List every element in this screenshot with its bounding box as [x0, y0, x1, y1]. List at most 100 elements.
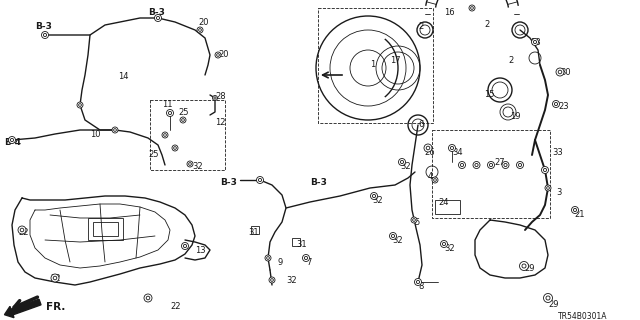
Circle shape	[554, 102, 557, 106]
Text: 9: 9	[278, 258, 284, 267]
Circle shape	[451, 147, 454, 149]
Bar	[150, 100, 225, 170]
Circle shape	[144, 294, 152, 302]
Text: 3: 3	[556, 188, 561, 197]
Text: 27: 27	[494, 158, 504, 167]
Text: 4: 4	[428, 172, 433, 181]
Text: 16: 16	[444, 8, 454, 17]
Text: B-4: B-4	[4, 138, 21, 147]
Text: 7: 7	[306, 258, 312, 267]
Circle shape	[146, 296, 150, 300]
Text: 21: 21	[574, 210, 584, 219]
Circle shape	[440, 241, 447, 247]
Bar	[435, 200, 460, 214]
Circle shape	[458, 162, 465, 169]
Text: B-3: B-3	[220, 178, 237, 187]
Text: 12: 12	[215, 118, 225, 127]
Text: 2: 2	[484, 20, 489, 29]
Text: 13: 13	[195, 246, 205, 255]
Circle shape	[156, 16, 159, 20]
Circle shape	[189, 163, 191, 165]
Circle shape	[168, 111, 172, 115]
Circle shape	[424, 144, 432, 152]
Text: 20: 20	[218, 50, 228, 59]
Text: 8: 8	[418, 282, 424, 291]
Text: 18: 18	[530, 38, 541, 47]
Circle shape	[545, 185, 551, 191]
Circle shape	[488, 162, 495, 169]
Text: 5: 5	[414, 218, 419, 227]
Text: 31: 31	[296, 240, 307, 249]
Circle shape	[184, 244, 187, 248]
Text: 23: 23	[558, 102, 568, 111]
Circle shape	[543, 168, 547, 172]
Circle shape	[265, 255, 271, 261]
Circle shape	[543, 293, 552, 302]
Circle shape	[475, 164, 478, 167]
Text: 31: 31	[248, 228, 259, 237]
Bar	[251, 226, 259, 234]
Circle shape	[372, 195, 376, 197]
Circle shape	[154, 14, 161, 21]
Circle shape	[426, 146, 430, 150]
Circle shape	[547, 187, 549, 189]
Circle shape	[212, 95, 218, 100]
Circle shape	[541, 166, 548, 173]
Circle shape	[215, 52, 221, 58]
Circle shape	[556, 68, 564, 76]
Circle shape	[197, 27, 203, 33]
Circle shape	[415, 278, 422, 285]
Circle shape	[399, 158, 406, 165]
Circle shape	[259, 179, 262, 181]
Bar	[318, 8, 433, 123]
Circle shape	[257, 177, 264, 183]
Circle shape	[303, 254, 310, 261]
Text: TR54B0301A: TR54B0301A	[558, 312, 607, 320]
Circle shape	[10, 139, 13, 141]
Bar	[292, 238, 300, 246]
Text: 24: 24	[438, 198, 449, 207]
Text: 32: 32	[400, 162, 411, 171]
Text: 22: 22	[18, 228, 29, 237]
Circle shape	[558, 70, 562, 74]
Text: 19: 19	[510, 112, 520, 121]
Text: 11: 11	[162, 100, 173, 109]
Circle shape	[267, 257, 269, 259]
Circle shape	[392, 235, 395, 237]
Circle shape	[413, 219, 415, 221]
Circle shape	[8, 137, 15, 143]
Circle shape	[305, 256, 308, 260]
Circle shape	[114, 129, 116, 131]
Text: 26: 26	[424, 148, 435, 157]
Circle shape	[371, 193, 378, 199]
Circle shape	[572, 206, 579, 213]
Circle shape	[180, 117, 186, 123]
Circle shape	[20, 228, 24, 232]
Circle shape	[166, 109, 173, 116]
Bar	[93, 222, 118, 236]
Circle shape	[411, 217, 417, 223]
Circle shape	[417, 280, 420, 284]
Circle shape	[217, 54, 220, 56]
Circle shape	[432, 177, 438, 183]
Text: 32: 32	[372, 196, 383, 205]
Bar	[88, 218, 123, 240]
Circle shape	[434, 179, 436, 181]
Circle shape	[516, 162, 524, 169]
Circle shape	[546, 296, 550, 300]
Text: 32: 32	[444, 244, 454, 253]
Circle shape	[172, 145, 178, 151]
Text: 15: 15	[484, 90, 495, 99]
Text: 22: 22	[50, 274, 61, 283]
Circle shape	[51, 274, 59, 282]
Text: 34: 34	[452, 148, 463, 157]
Circle shape	[470, 7, 474, 9]
Circle shape	[442, 243, 445, 245]
Text: B-3: B-3	[35, 22, 52, 31]
Circle shape	[502, 162, 509, 169]
Text: B-3: B-3	[148, 8, 165, 17]
Bar	[432, 130, 550, 218]
Text: 33: 33	[552, 148, 563, 157]
Circle shape	[504, 164, 507, 167]
Circle shape	[449, 145, 456, 151]
